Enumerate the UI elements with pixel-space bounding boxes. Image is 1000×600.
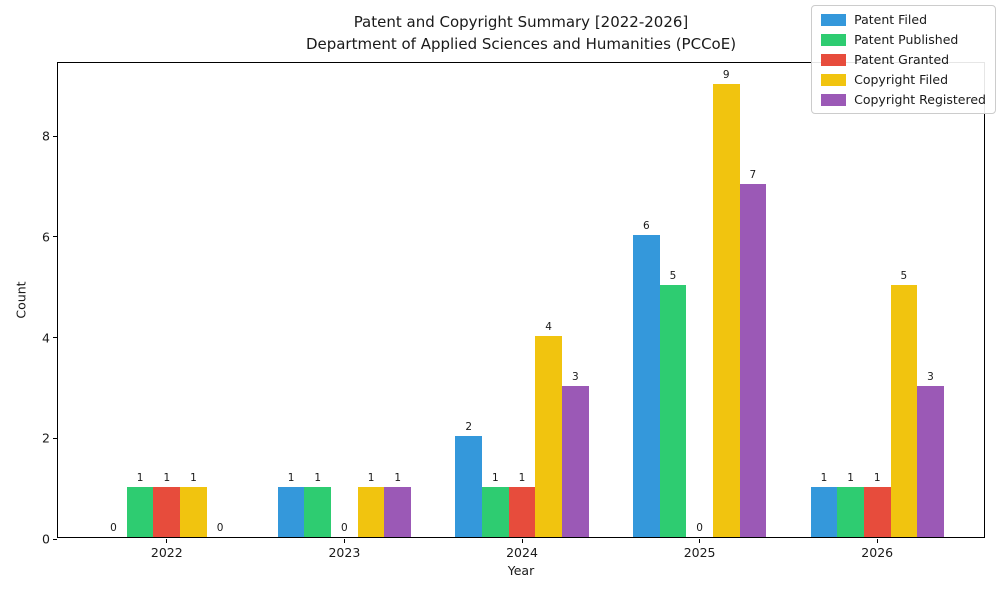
bar-value-label: 3: [927, 370, 934, 383]
bar-patent-published-2025: [659, 285, 687, 537]
legend-item-copyright-registered: Copyright Registered: [821, 91, 986, 108]
legend-label: Copyright Filed: [854, 72, 949, 87]
bar-value-label: 1: [847, 471, 854, 484]
bar-copyright-filed-2024: [535, 335, 562, 537]
x-tick-label: 2024: [506, 545, 538, 560]
bar-value-label: 6: [642, 219, 650, 232]
bar-patent-filed-2025: [633, 234, 660, 537]
y-axis-tick: [53, 538, 57, 540]
bar-patent-published-2026: [837, 486, 864, 537]
bar-patent-filed-2024: [455, 436, 483, 537]
x-axis-tick: [699, 539, 701, 543]
bar-value-label: 1: [518, 471, 526, 484]
legend-item-patent-granted: Patent Granted: [821, 51, 986, 68]
x-tick-label: 2026: [861, 545, 894, 560]
legend-swatch-patent-filed: [821, 13, 847, 26]
bar-value-label: 1: [394, 471, 402, 484]
x-axis-label: Year: [507, 563, 535, 578]
bar-copyright-filed-2026: [890, 285, 918, 537]
legend-label: Patent Granted: [854, 52, 950, 67]
bar-patent-filed-2023: [277, 486, 305, 537]
bar-value-label: 1: [314, 471, 322, 484]
bar-value-label: 4: [545, 320, 552, 333]
legend-swatch-patent-published: [821, 33, 847, 46]
bar-patent-granted-2022: [153, 486, 181, 537]
bar-value-label: 7: [749, 169, 757, 182]
y-axis-tick: [53, 236, 57, 238]
bar-patent-published-2024: [482, 486, 509, 537]
legend-swatch-copyright-filed: [821, 73, 847, 86]
bar-patent-filed-2026: [810, 486, 838, 537]
y-tick-label: 0: [42, 531, 50, 547]
bar-copyright-registered-2023: [384, 486, 411, 537]
bar-value-label: 3: [571, 370, 579, 383]
bar-value-label: 0: [341, 522, 348, 534]
x-tick-label: 2025: [683, 545, 716, 560]
legend: Patent Filed Patent Published Patent Grant…: [811, 5, 996, 114]
bar-copyright-filed-2022: [180, 486, 207, 537]
y-tick-label: 2: [42, 430, 50, 446]
legend-swatch-copyright-registered: [821, 93, 847, 106]
chart-title: Patent and Copyright Summary [2022-2026]…: [306, 11, 736, 55]
legend-label: Patent Published: [854, 32, 959, 47]
bar-copyright-registered-2025: [739, 184, 767, 537]
bar-value-label: 5: [669, 270, 677, 283]
bar-value-label: 5: [900, 270, 908, 283]
bar-copyright-registered-2026: [917, 385, 944, 537]
y-tick-label: 4: [42, 330, 50, 346]
bar-value-label: 1: [873, 471, 881, 484]
legend-label: Copyright Registered: [854, 92, 986, 107]
bar-value-label: 1: [163, 471, 171, 484]
y-axis-tick: [53, 437, 57, 439]
y-tick-label: 8: [42, 128, 50, 144]
legend-item-copyright-filed: Copyright Filed: [821, 71, 986, 88]
bar-value-label: 1: [287, 471, 295, 484]
bar-value-label: 1: [820, 471, 828, 484]
bar-value-label: 0: [110, 522, 117, 534]
bar-patent-published-2023: [304, 486, 332, 537]
plot-area: 0 2 4 6 8 2022 0 1 1 1 0 2023 1 1 0 1 1 2024 2 1 1 4 3 2025 6 5 0 9…: [42, 62, 985, 560]
bar-value-label: 0: [216, 522, 224, 534]
x-tick-label: 2023: [328, 545, 361, 560]
bar-copyright-filed-2025: [712, 83, 740, 537]
bar-patent-granted-2024: [508, 486, 536, 537]
x-axis-tick: [343, 539, 345, 543]
y-axis-tick: [53, 337, 57, 339]
chart-title-line2: Department of Applied Sciences and Human…: [305, 35, 737, 53]
chart-title-line1: Patent and Copyright Summary [2022-2026]: [353, 13, 689, 31]
bar-value-label: 1: [367, 471, 375, 484]
legend-item-patent-filed: Patent Filed: [821, 11, 986, 28]
bar-value-label: 0: [696, 522, 703, 534]
legend-swatch-patent-granted: [821, 53, 847, 66]
legend-label: Patent Filed: [854, 12, 928, 27]
x-axis-tick: [876, 539, 878, 543]
bar-value-label: 1: [136, 471, 144, 484]
legend-item-patent-published: Patent Published: [821, 31, 986, 48]
bar-value-label: 1: [190, 471, 197, 484]
bar-value-label: 1: [492, 471, 499, 484]
x-axis-tick: [521, 539, 523, 543]
bar-copyright-registered-2024: [561, 385, 589, 537]
x-tick-label: 2022: [150, 545, 183, 560]
y-axis-tick: [53, 135, 57, 137]
y-tick-label: 6: [42, 229, 50, 245]
bar-patent-granted-2026: [863, 486, 891, 537]
bar-patent-published-2022: [126, 486, 154, 537]
bar-value-label: 2: [465, 421, 473, 434]
bar-copyright-filed-2023: [357, 486, 385, 537]
y-axis-label: Count: [13, 281, 29, 319]
bar-value-label: 9: [722, 68, 730, 81]
x-axis-tick: [166, 539, 168, 543]
